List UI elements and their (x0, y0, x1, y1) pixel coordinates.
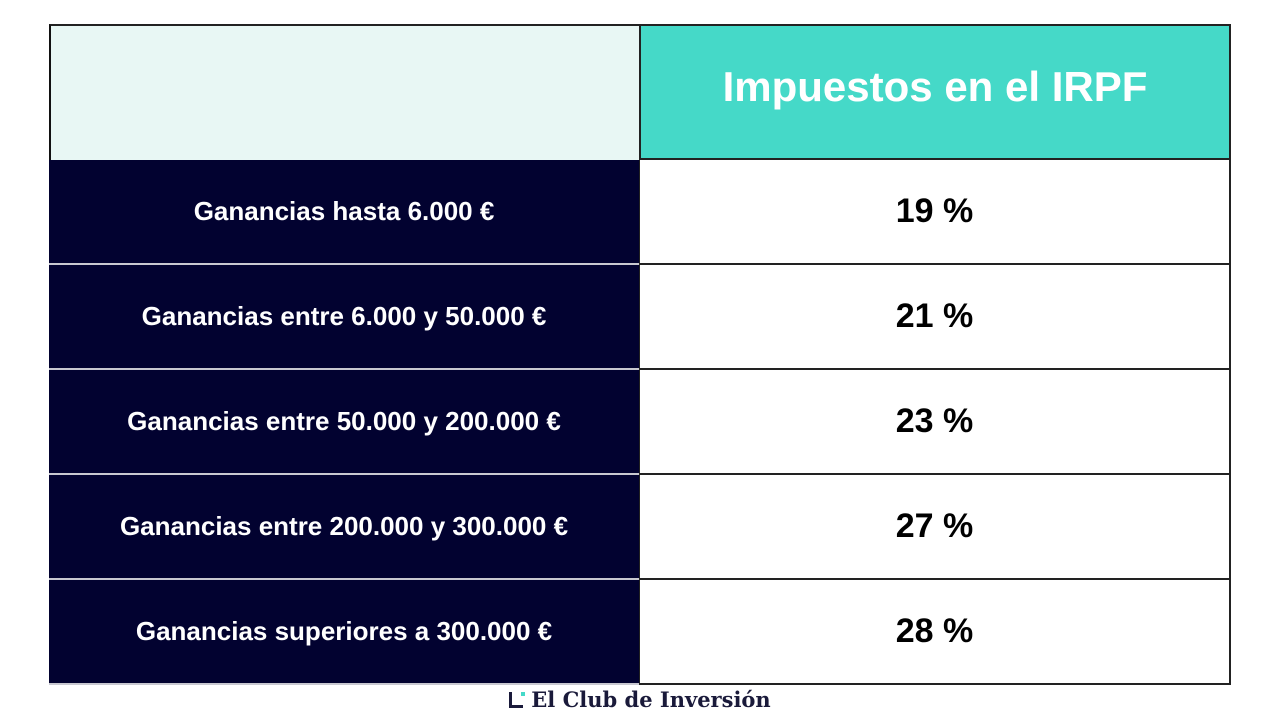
irpf-tax-table: Impuestos en el IRPF Ganancias hasta 6.0… (49, 24, 1231, 685)
table-row: Ganancias entre 50.000 y 200.000 € 23 % (49, 370, 1231, 475)
table-row: Ganancias entre 6.000 y 50.000 € 21 % (49, 265, 1231, 370)
row-label: Ganancias entre 50.000 y 200.000 € (49, 370, 639, 475)
table-row: Ganancias entre 200.000 y 300.000 € 27 % (49, 475, 1231, 580)
brand-name: El Club de Inversión (531, 687, 771, 712)
row-value: 23 % (639, 370, 1231, 475)
table-row: Ganancias superiores a 300.000 € 28 % (49, 580, 1231, 685)
row-label: Ganancias superiores a 300.000 € (49, 580, 639, 685)
table-row: Ganancias hasta 6.000 € 19 % (49, 160, 1231, 265)
brand-footer: El Club de Inversión (0, 687, 1280, 712)
table-header-row: Impuestos en el IRPF (49, 24, 1231, 160)
header-title: Impuestos en el IRPF (639, 24, 1231, 160)
row-value: 27 % (639, 475, 1231, 580)
row-label: Ganancias hasta 6.000 € (49, 160, 639, 265)
row-value: 21 % (639, 265, 1231, 370)
brand-logo-icon (509, 691, 526, 708)
row-label: Ganancias entre 200.000 y 300.000 € (49, 475, 639, 580)
row-value: 28 % (639, 580, 1231, 685)
header-empty-cell (49, 24, 639, 160)
row-label: Ganancias entre 6.000 y 50.000 € (49, 265, 639, 370)
row-value: 19 % (639, 160, 1231, 265)
